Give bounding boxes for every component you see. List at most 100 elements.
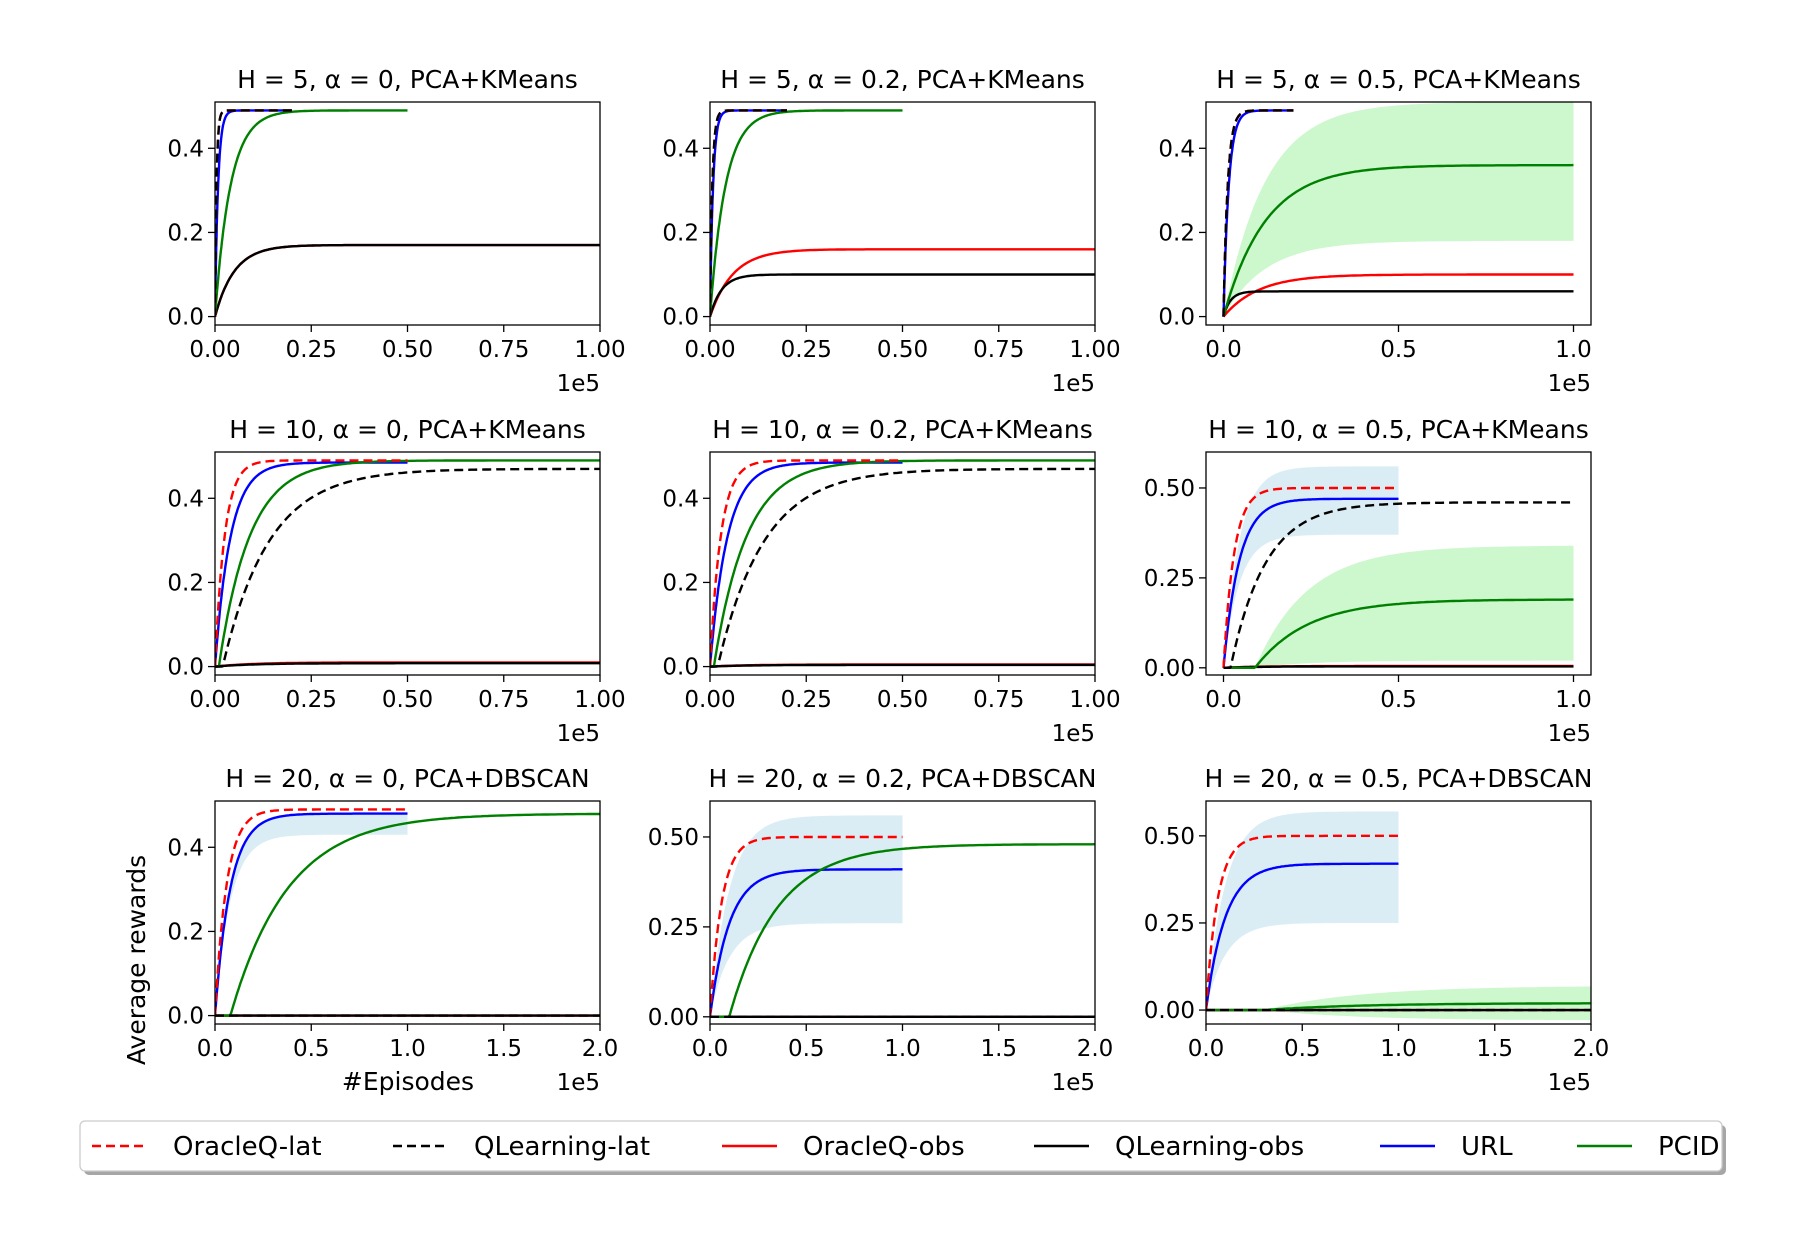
x-tick-label: 1.00 [1069,337,1120,363]
line-url [710,461,903,667]
y-tick-label: 0.00 [1144,998,1195,1024]
x-scale-offset: 1e5 [1548,721,1591,747]
band-url [1223,466,1399,668]
subplot-title: H = 20, α = 0.5, PCA+DBSCAN [1205,764,1593,793]
x-tick-label: 0.0 [692,1036,729,1062]
legend-label-pcid: PCID [1658,1132,1720,1162]
y-tick-label: 0.2 [662,220,699,246]
x-tick-label: 0.00 [189,687,240,713]
subplot-6: 0.0 0.5 1.0 0.00 0.25 0.50 H = 10, α = 0.5, PC… [1144,415,1592,747]
y-tick-label: 0.25 [1144,566,1195,592]
subplot-title: H = 20, α = 0.2, PCA+DBSCAN [709,764,1097,793]
line-pcid [215,459,600,668]
y-tick-label: 0.4 [662,136,699,162]
x-tick-label: 2.0 [1077,1036,1114,1062]
line-oracleq-obs [215,243,600,317]
y-tick-label: 0.0 [662,655,699,681]
line-qlearning-obs [215,243,600,317]
subplot-title: H = 5, α = 0.5, PCA+KMeans [1216,65,1581,94]
x-axis-label: #Episodes [342,1067,474,1096]
x-tick-label: 1.0 [1380,1036,1417,1062]
line-qlearning-obs [215,662,600,668]
line-url [710,868,903,1018]
legend-label-oracleq-obs: OracleQ-obs [803,1132,965,1162]
line-oracleq-lat [1206,834,1399,1011]
x-tick-label: 0.5 [1284,1036,1321,1062]
y-tick-label: 0.2 [167,919,204,945]
line-oracleq-lat [215,459,408,667]
x-tick-label: 0.0 [197,1036,234,1062]
plot-area [215,808,600,1017]
band-url [215,813,408,1016]
x-tick-label: 0.0 [1205,687,1242,713]
y-tick-label: 0.2 [1158,220,1195,246]
line-oracleq-lat [710,459,903,667]
y-tick-label: 0.2 [167,220,204,246]
x-scale-offset: 1e5 [557,371,600,397]
subplot-9: 0.0 0.5 1.0 1.5 2.0 0.00 0.25 0.50 H = 20, α = 0… [1144,764,1610,1096]
line-pcid [710,843,1095,1018]
line-qlearning-lat [1223,501,1574,669]
x-tick-label: 2.0 [1573,1036,1610,1062]
line-qlearning-lat [215,467,600,668]
line-pcid [710,459,1095,668]
x-tick-label: 1.5 [980,1036,1017,1062]
y-tick-label: 0.25 [1144,911,1195,937]
y-tick-label: 0.0 [662,305,699,331]
x-tick-label: 0.75 [478,687,529,713]
line-pcid [1222,163,1574,317]
line-qlearning-lat [710,467,1095,668]
line-qlearning-obs [1222,290,1574,317]
x-tick-label: 0.75 [973,687,1024,713]
x-tick-label: 0.25 [781,337,832,363]
x-scale-offset: 1e5 [1052,1070,1095,1096]
line-oracleq-obs [1222,273,1574,318]
x-tick-label: 0.75 [478,337,529,363]
band-pcid [1223,545,1574,668]
band-url [710,815,903,1017]
y-tick-label: 0.4 [662,486,699,512]
plot-area [710,815,1095,1018]
x-tick-label: 0.5 [293,1036,330,1062]
legend: OracleQ-lat QLearning-lat OracleQ-obs QLear… [79,1120,1726,1175]
subplot-7: 0.0 0.5 1.0 1.5 2.0 0.0 0.2 0.4 H = 20, α = 0, P… [167,764,618,1096]
plot-area [1222,466,1574,669]
subplot-2: 0.00 0.25 0.50 0.75 1.00 0.0 0.2 0.4 H = 5, α = … [662,65,1120,397]
x-tick-label: 0.5 [1380,687,1417,713]
legend-label-oracleq-lat: OracleQ-lat [173,1132,322,1162]
band-pcid [1223,102,1574,317]
x-tick-label: 1.0 [884,1036,921,1062]
y-tick-label: 0.4 [167,136,204,162]
y-tick-label: 0.25 [648,915,699,941]
x-tick-label: 1.0 [1555,337,1592,363]
y-tick-label: 0.0 [167,1004,204,1030]
x-tick-label: 0.25 [286,687,337,713]
subplot-5: 0.00 0.25 0.50 0.75 1.00 0.0 0.2 0.4 H = 10, α =… [662,415,1120,747]
line-qlearning-obs [710,663,1095,668]
y-tick-label: 0.00 [648,1005,699,1031]
axes-frame [214,451,601,676]
axes-frame [709,101,1096,326]
legend-box [79,1120,1723,1172]
y-tick-label: 0.0 [1158,305,1195,331]
x-tick-label: 1.00 [574,337,625,363]
x-tick-label: 0.25 [286,337,337,363]
x-tick-label: 1.0 [389,1036,426,1062]
plot-area [1222,102,1574,318]
x-tick-label: 0.5 [788,1036,825,1062]
y-tick-label: 0.50 [1144,476,1195,502]
y-tick-label: 0.2 [662,570,699,596]
x-tick-label: 1.5 [1476,1036,1513,1062]
x-tick-label: 1.5 [485,1036,522,1062]
x-tick-label: 0.50 [877,337,928,363]
band-pcid [1206,986,1591,1021]
x-tick-label: 1.00 [1069,687,1120,713]
subplot-8: 0.0 0.5 1.0 1.5 2.0 0.00 0.25 0.50 H = 20, α = 0… [648,764,1114,1096]
x-tick-label: 0.50 [382,337,433,363]
line-qlearning-lat [1222,109,1294,317]
subplot-title: H = 5, α = 0, PCA+KMeans [237,65,578,94]
line-pcid [710,109,903,317]
plot-area [215,459,600,668]
axes-frame [709,451,1096,676]
subplot-title: H = 10, α = 0, PCA+KMeans [229,415,586,444]
